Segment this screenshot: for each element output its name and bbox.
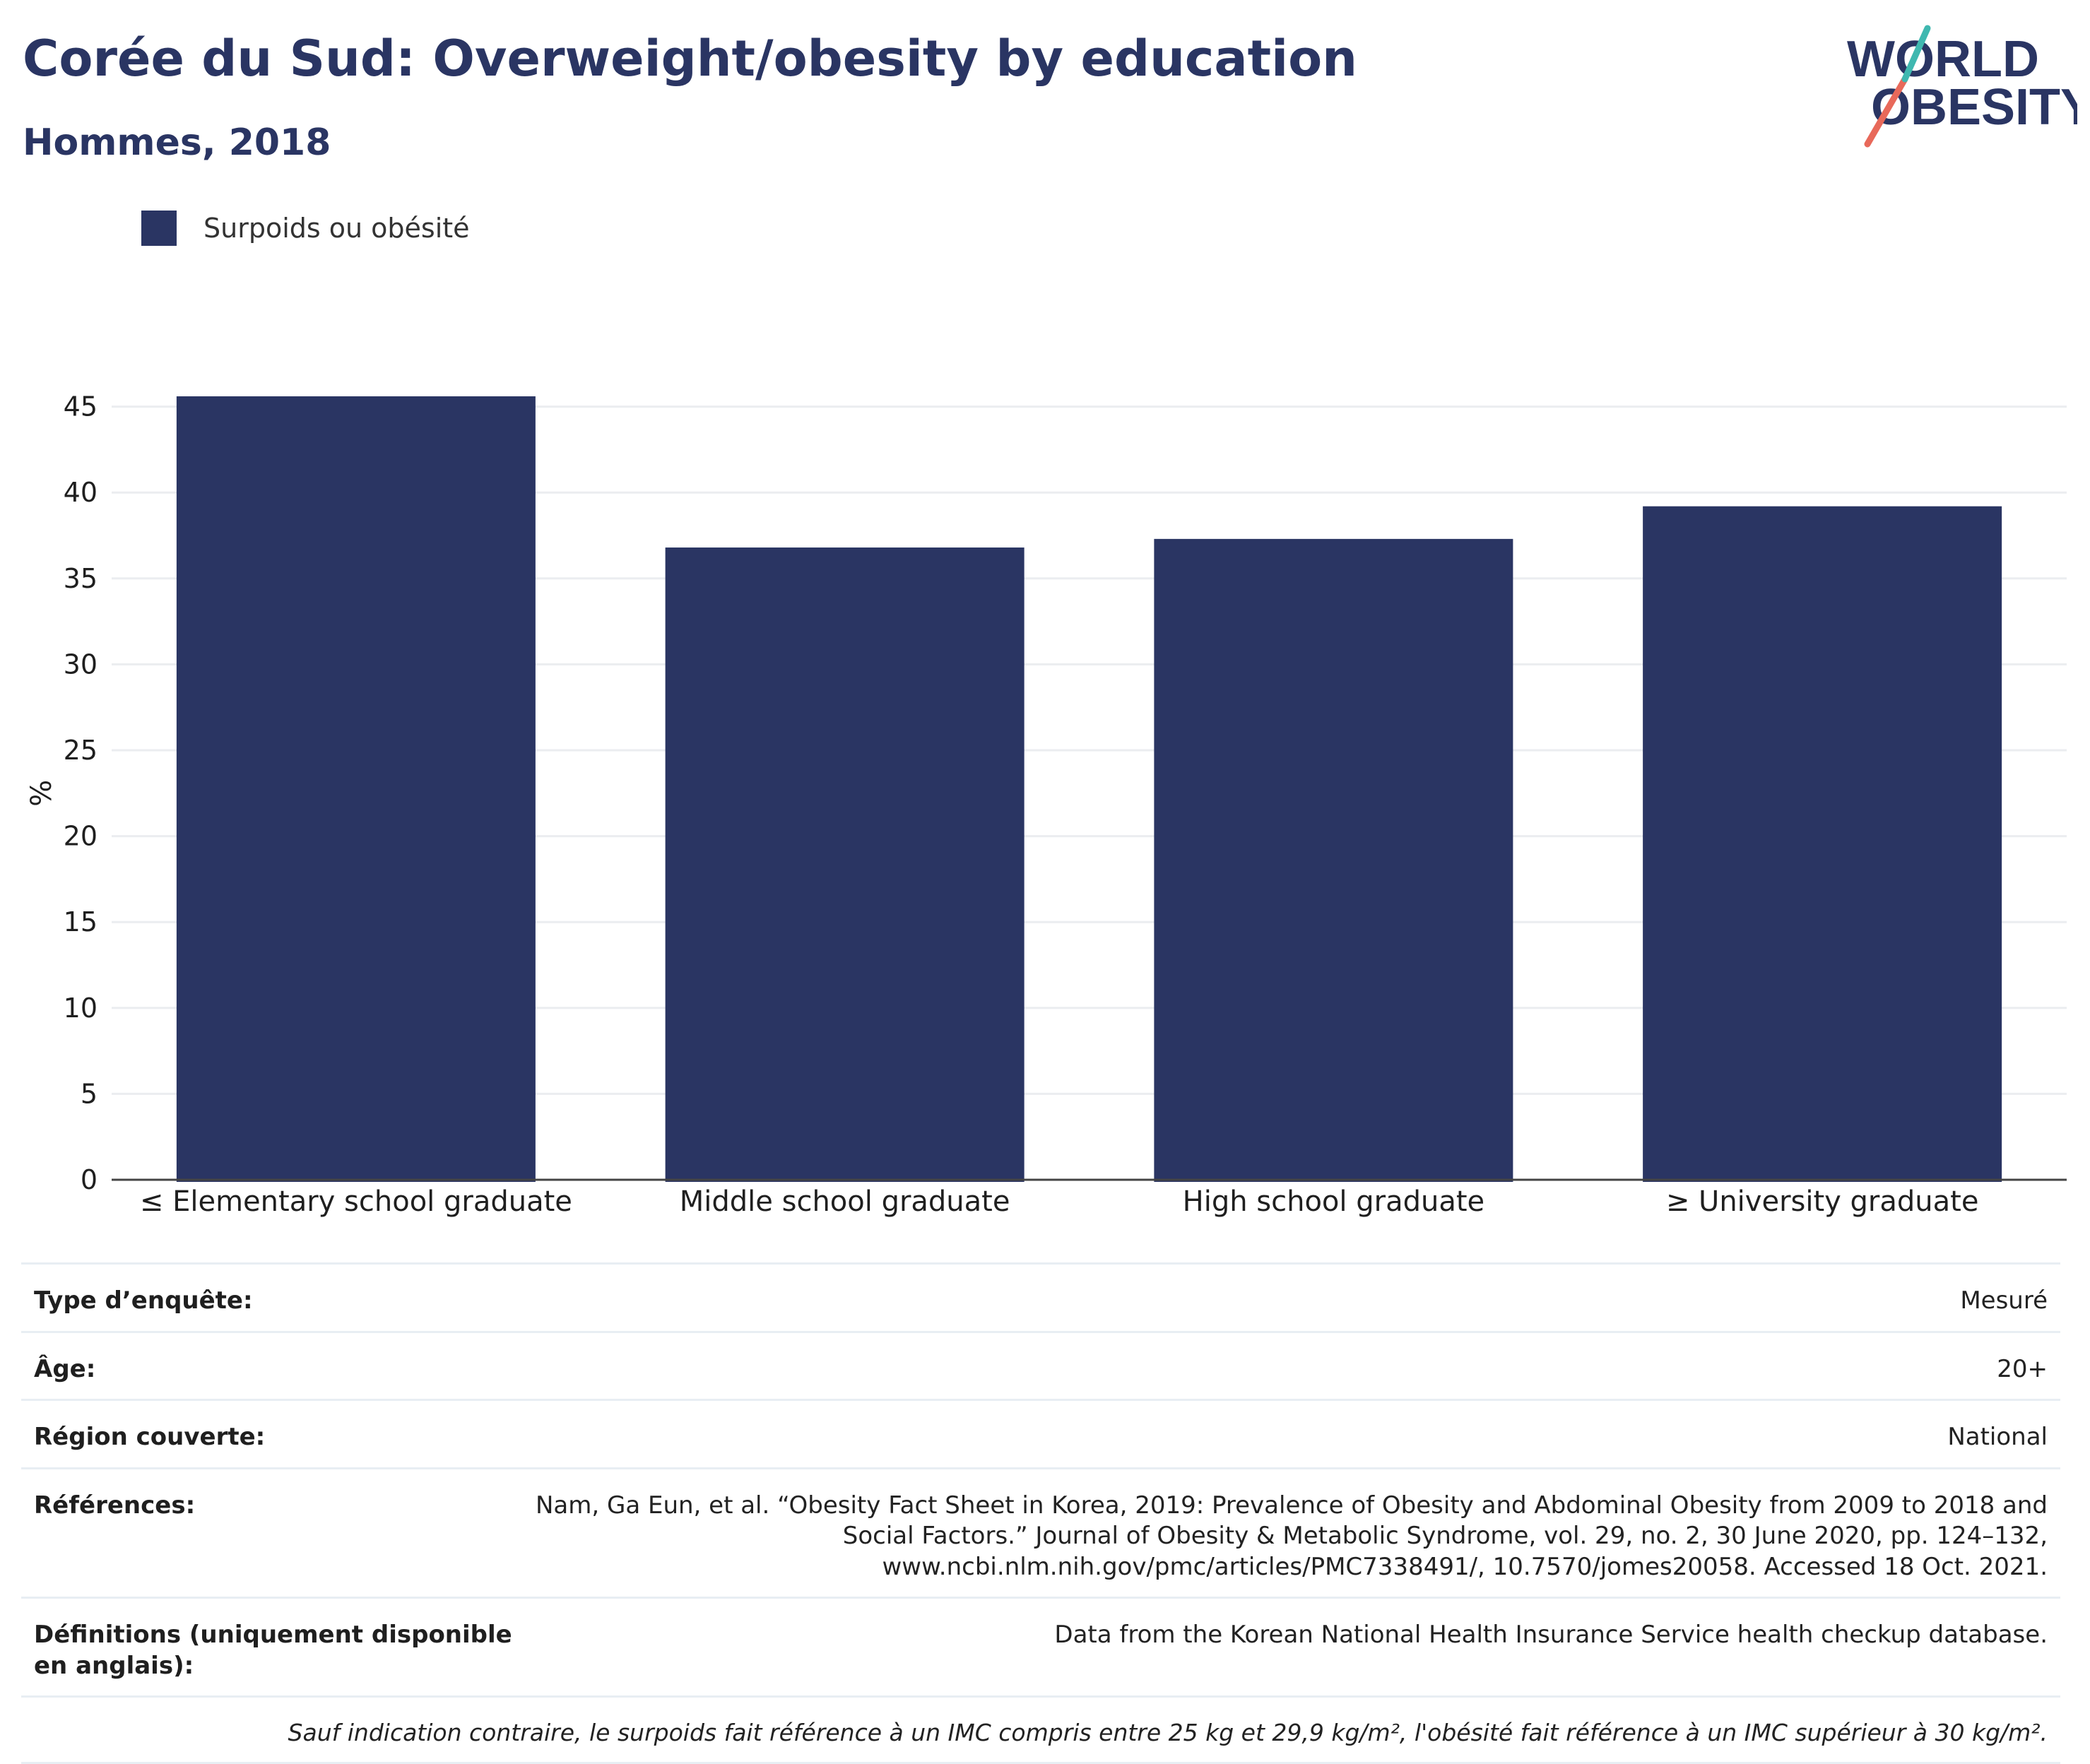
info-row-survey-type: Type d’enquête: Mesuré	[21, 1262, 2060, 1331]
y-tick-label: 25	[64, 735, 98, 766]
x-tick-label: Middle school graduate	[680, 1185, 1010, 1218]
y-tick-label: 10	[64, 993, 98, 1024]
bar	[176, 396, 536, 1182]
logo-graphic: WORLD OBESITY	[1847, 25, 2090, 148]
logo-slash-teal	[1901, 25, 1931, 83]
info-value: Data from the Korean National Health Ins…	[1054, 1621, 2048, 1650]
x-tick-label: High school graduate	[1183, 1185, 1485, 1218]
logo-line1: WORLD	[1847, 31, 2039, 88]
bar	[1154, 538, 1513, 1182]
info-row-region: Région couverte: National	[21, 1399, 2060, 1467]
logo-slash-red	[1864, 76, 1908, 148]
info-value: Mesuré	[1960, 1286, 2048, 1315]
info-label: Type d’enquête:	[34, 1286, 253, 1315]
x-tick-label: ≤ Elementary school graduate	[140, 1185, 572, 1218]
legend-label: Surpoids ou obésité	[203, 213, 470, 244]
y-tick-label: 40	[64, 477, 98, 508]
chart-legend: Surpoids ou obésité	[141, 211, 470, 246]
info-label: Définitions (uniquement disponible en an…	[34, 1621, 512, 1680]
info-row-age: Âge: 20+	[21, 1330, 2060, 1399]
y-tick-label: 0	[81, 1164, 98, 1195]
y-tick-label: 45	[64, 391, 98, 422]
y-tick-label: 5	[81, 1078, 98, 1109]
bar	[665, 547, 1025, 1182]
info-label: Région couverte:	[34, 1423, 266, 1452]
y-tick-label: 20	[64, 821, 98, 852]
info-row-references: Références: Nam, Ga Eun, et al. “Obesity…	[21, 1467, 2060, 1597]
info-label: Références:	[34, 1491, 196, 1520]
info-value: 20+	[1997, 1354, 2048, 1383]
info-row-definitions: Définitions (uniquement disponible en an…	[21, 1597, 2060, 1695]
footnote: Sauf indication contraire, le surpoids f…	[21, 1695, 2060, 1764]
logo-line2: OBESITY	[1871, 79, 2077, 136]
bar-chart: 0 5 10 15 20 25 30 35 40 45% ≤ Elementary school g…	[25, 391, 2067, 1218]
info-value: National	[1947, 1423, 2048, 1452]
y-tick-label: 30	[64, 649, 98, 680]
y-tick-label: 15	[64, 906, 98, 937]
bar	[1643, 506, 2002, 1182]
info-label: Âge:	[34, 1354, 96, 1383]
chart-title: Corée du Sud: Overweight/obesity by educ…	[23, 30, 1358, 88]
y-tick-label: 35	[64, 563, 98, 594]
info-value: Nam, Ga Eun, et al. “Obesity Fact Sheet …	[535, 1491, 2048, 1581]
y-axis-label: %	[25, 780, 58, 807]
chart-subtitle: Hommes, 2018	[23, 122, 331, 164]
legend-swatch	[141, 211, 177, 246]
world-obesity-logo: WORLD OBESITY	[1837, 20, 2090, 154]
info-table: Type d’enquête: Mesuré Âge: 20+ Région c…	[21, 1262, 2060, 1764]
x-tick-label: ≥ University graduate	[1666, 1185, 1979, 1218]
